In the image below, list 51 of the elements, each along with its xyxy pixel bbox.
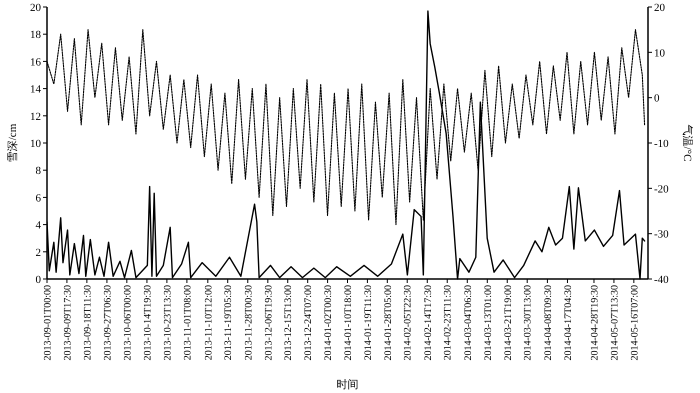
x-tick-label: 2013-09-09T17:30	[62, 285, 74, 361]
x-tick-label: 2014-01-02T00:30	[323, 285, 334, 361]
y-tick-label: 6	[36, 192, 42, 204]
x-tick-label: 2014-03-04T06:30	[462, 285, 474, 361]
y2-axis-title: 气温/°C	[681, 124, 693, 162]
y2-tick-label: -20	[654, 183, 670, 196]
x-tick-label: 2014-03-21T19:00	[502, 285, 514, 361]
x-tick-label: 2013-11-19T05:30	[223, 285, 234, 360]
x-tick-label: 2014-04-17T04:30	[562, 285, 574, 361]
y2-tick-label: -40	[654, 274, 670, 286]
x-tick-label: 2013-09-18T11:30	[82, 285, 94, 360]
y-tick-label: 0	[36, 274, 42, 286]
x-tick-label: 2013-10-23T13:30	[162, 285, 174, 361]
x-tick-label: 2014-02-05T22:30	[402, 285, 414, 361]
x-tick-label: 2013-12-06T19:30	[263, 285, 274, 361]
x-tick-label: 2013-12-24T07:00	[303, 285, 314, 361]
y-tick-label: 16	[30, 56, 42, 68]
x-tick-label: 2013-10-06T00:00	[122, 285, 134, 361]
y-tick-label: 18	[30, 29, 42, 42]
x-tick-label: 2014-03-30T13:00	[522, 285, 534, 361]
y2-tick-label: 20	[654, 2, 666, 14]
y-axis-title: 雪深/cm	[7, 123, 19, 162]
x-tick-label: 2013-09-27T06:30	[102, 285, 114, 361]
x-tick-label: 2014-01-10T18:00	[343, 285, 354, 361]
x-axis-title: 时间	[336, 378, 358, 391]
y2-tick-label: 10	[654, 47, 666, 60]
x-tick-label: 2013-09-01T00:00	[42, 285, 54, 361]
x-tick-label: 2014-05-16T07:00	[629, 285, 640, 361]
x-tick-label: 2013-11-10T12:00	[203, 285, 214, 360]
x-tick-label: 2014-01-19T11:30	[362, 285, 374, 360]
y-tick-label: 12	[30, 110, 41, 123]
y-tick-label: 14	[30, 84, 42, 96]
x-tick-label: 2014-04-28T19:30	[589, 285, 600, 361]
x-tick-label: 2014-03-13T01:00	[482, 285, 494, 361]
y-tick-label: 10	[30, 138, 42, 150]
y-tick-label: 4	[36, 220, 42, 232]
y-tick-label: 20	[30, 2, 42, 14]
x-tick-label: 2014-01-28T05:00	[382, 285, 394, 361]
x-tick-label: 2014-04-08T09:30	[542, 285, 554, 361]
y-tick-label: 2	[36, 246, 41, 259]
y2-tick-label: 0	[654, 92, 660, 105]
x-tick-label: 2014-05-07T13:30	[609, 285, 620, 361]
x-tick-label: 2014-02-23T11:30	[442, 285, 454, 360]
x-tick-label: 2013-11-01T08:00	[182, 285, 194, 360]
x-tick-label: 2013-11-28T00:30	[243, 285, 254, 360]
x-tick-label: 2013-10-14T19:30	[142, 285, 154, 361]
y2-tick-label: -10	[654, 138, 670, 150]
y2-tick-label: -30	[654, 228, 670, 241]
y-tick-label: 8	[36, 165, 42, 178]
x-tick-label: 2014-02-14T17:30	[422, 285, 434, 361]
x-tick-label: 2013-12-15T13:00	[283, 285, 294, 361]
